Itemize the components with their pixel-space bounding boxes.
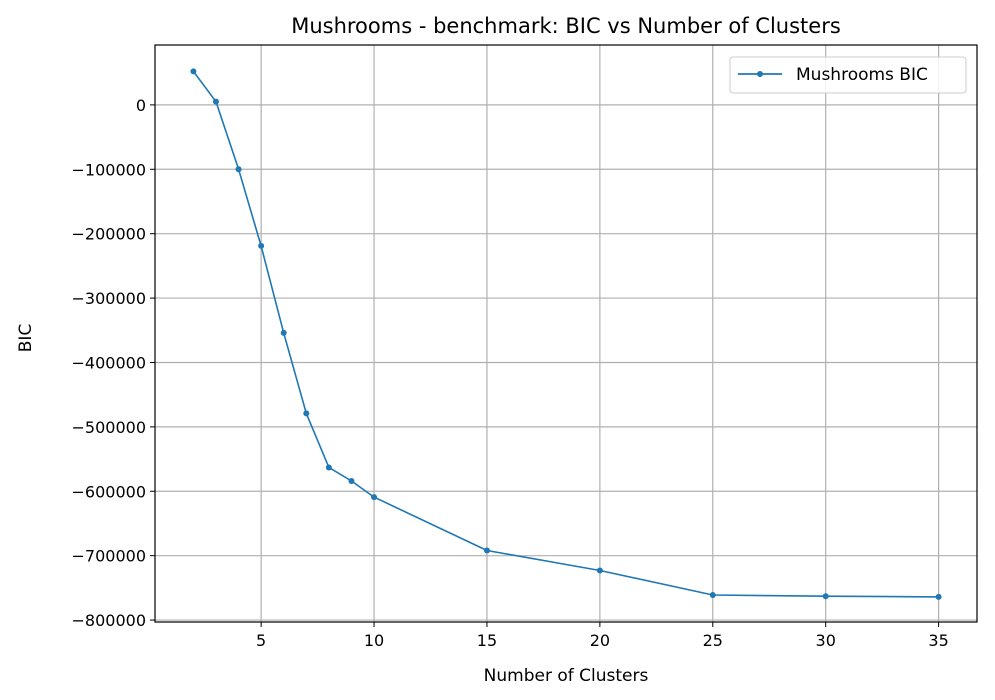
series-line [192, 70, 939, 598]
plot-area-frame [154, 44, 978, 623]
chart-title: Mushrooms - benchmark: BIC vs Number of … [291, 14, 841, 38]
y-tick-label: −200000 [72, 225, 146, 244]
grid-lines [155, 45, 977, 622]
legend: Mushrooms BIC [729, 56, 967, 94]
data-point [235, 166, 242, 173]
data-point [325, 464, 332, 471]
x-tick-label: 35 [928, 631, 948, 650]
data-point [190, 68, 197, 75]
data-point [483, 547, 490, 554]
x-tick-label: 20 [590, 631, 610, 650]
data-point [212, 98, 219, 105]
data-point [709, 591, 716, 598]
legend-label: Mushrooms BIC [796, 65, 928, 85]
legend-marker-swatch [757, 71, 763, 77]
y-tick-label: −600000 [72, 482, 146, 501]
y-tick-label: −800000 [72, 611, 146, 630]
y-tick-label: −100000 [72, 160, 146, 179]
y-tick-label: −700000 [72, 547, 146, 566]
data-point [280, 329, 287, 336]
axis-ticks: 5 10 15 20 25 30 35 0 −100000 −200000 −300000 −4000… [72, 96, 949, 650]
x-tick-label: 15 [477, 631, 497, 650]
x-axis-title: Number of Clusters [484, 666, 649, 686]
y-tick-label: −300000 [72, 289, 146, 308]
data-point [348, 477, 355, 484]
data-point [371, 494, 378, 501]
data-point [596, 567, 603, 574]
data-point [935, 593, 942, 600]
legend-box [729, 56, 967, 94]
y-tick-label: −400000 [72, 353, 146, 372]
x-tick-label: 30 [816, 631, 836, 650]
y-tick-label: 0 [136, 96, 146, 115]
data-point [822, 593, 829, 600]
data-point [258, 242, 265, 249]
y-tick-label: −500000 [72, 418, 146, 437]
x-tick-label: 5 [256, 631, 266, 650]
y-axis-title: BIC [16, 324, 36, 353]
series-layer [190, 68, 942, 600]
x-tick-label: 10 [364, 631, 384, 650]
data-point [303, 410, 310, 417]
x-tick-label: 25 [703, 631, 723, 650]
